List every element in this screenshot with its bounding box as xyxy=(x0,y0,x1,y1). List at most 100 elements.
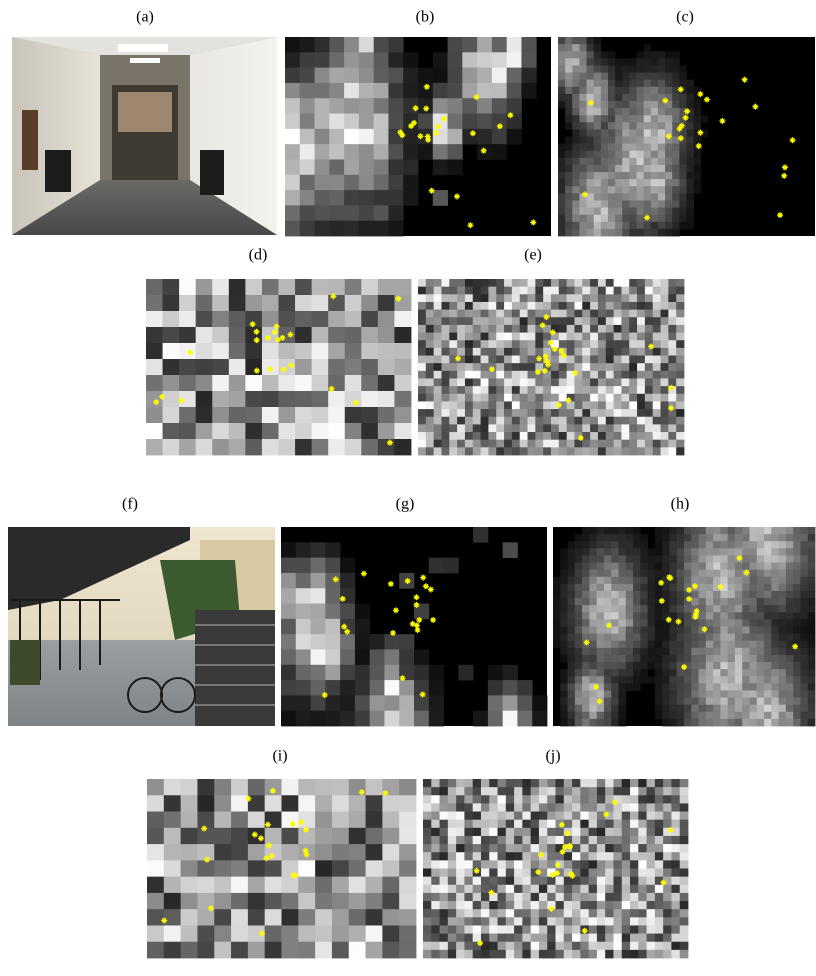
heatmap-cell xyxy=(629,317,637,325)
heatmap-cell xyxy=(604,698,612,706)
heatmap-cell xyxy=(498,844,507,853)
heatmap-cell xyxy=(589,836,598,845)
heatmap-cell xyxy=(522,950,531,959)
heatmap-cell xyxy=(565,208,573,216)
heatmap-cell xyxy=(572,129,580,137)
heatmap-cell xyxy=(329,37,344,53)
heatmap-cell xyxy=(637,151,645,159)
heatmap-cell xyxy=(196,279,213,295)
heatmap-cell xyxy=(786,690,794,698)
heatmap-cell xyxy=(720,662,728,670)
heatmap-cell xyxy=(441,294,449,302)
heatmap-cell xyxy=(481,363,489,371)
heatmap-cell xyxy=(590,432,598,440)
heatmap-cell xyxy=(626,662,634,670)
heatmap-cell xyxy=(531,787,540,796)
heatmap-cell xyxy=(590,424,598,432)
heatmap-cell xyxy=(506,942,515,951)
heatmap-cell xyxy=(679,200,687,208)
heatmap-cell xyxy=(615,108,623,116)
heatmap-cell xyxy=(298,877,315,894)
heatmap-cell xyxy=(481,828,490,837)
heatmap-cell xyxy=(473,917,482,926)
heatmap-cell xyxy=(699,548,707,556)
heatmap-cell xyxy=(655,844,664,853)
heatmap-cell xyxy=(551,417,559,425)
heatmap-cell xyxy=(676,424,684,432)
heatmap-cell xyxy=(457,287,465,295)
heatmap-cell xyxy=(539,934,548,943)
heatmap-cell xyxy=(601,179,609,187)
heatmap-cell xyxy=(633,641,641,649)
heatmap-cell xyxy=(637,144,645,152)
heatmap-cell xyxy=(582,669,590,677)
heatmap-cell xyxy=(434,333,442,341)
heatmap-cell xyxy=(382,828,399,845)
heatmap-cell xyxy=(574,325,582,333)
heatmap-cell xyxy=(653,394,661,402)
heatmap-cell xyxy=(647,795,656,804)
heatmap-cell xyxy=(644,208,652,216)
heatmap-cell xyxy=(418,394,426,402)
heatmap-cell xyxy=(651,200,659,208)
heatmap-cell xyxy=(793,719,801,727)
heatmap-cell xyxy=(771,534,779,542)
heatmap-cell xyxy=(622,942,631,951)
heatmap-cell xyxy=(677,641,685,649)
heatmap-cell xyxy=(473,779,482,788)
heatmap-cell xyxy=(489,779,498,788)
heatmap-cell xyxy=(608,51,616,59)
heatmap-cell xyxy=(481,820,490,829)
heatmap-cell xyxy=(431,869,440,878)
heatmap-cell xyxy=(464,942,473,951)
heatmap-cell xyxy=(498,779,507,788)
heatmap-cell xyxy=(434,440,442,448)
heatmap-cell xyxy=(594,137,602,145)
heatmap-cell xyxy=(651,229,659,237)
heatmap-cell xyxy=(742,527,750,535)
heatmap-cell xyxy=(575,584,583,592)
heatmap-cell xyxy=(622,122,630,130)
heatmap-cell xyxy=(614,386,622,394)
heatmap-cell xyxy=(559,310,567,318)
heatmap-cell xyxy=(638,852,647,861)
heatmap-cell xyxy=(388,221,403,237)
heatmap-cell xyxy=(456,934,465,943)
heatmap-cell xyxy=(663,942,672,951)
heatmap-cell xyxy=(655,893,664,902)
heatmap-cell xyxy=(575,690,583,698)
heatmap-cell xyxy=(668,356,676,364)
heatmap-cell xyxy=(528,401,536,409)
heatmap-cell xyxy=(735,690,743,698)
heatmap-cell xyxy=(429,665,444,681)
heatmap-cell xyxy=(559,447,567,455)
heatmap-cell xyxy=(328,295,345,311)
heatmap-cell xyxy=(637,179,645,187)
heatmap-cell xyxy=(757,683,765,691)
heatmap-cell xyxy=(556,901,565,910)
heatmap-cell xyxy=(359,114,374,130)
heatmap-cell xyxy=(764,612,772,620)
heatmap-cell xyxy=(771,683,779,691)
heatmap-cell xyxy=(706,698,714,706)
heatmap-cell xyxy=(332,877,349,894)
heatmap-cell xyxy=(626,605,634,613)
heatmap-cell xyxy=(572,803,581,812)
heatmap-cell xyxy=(564,934,573,943)
heatmap-cell xyxy=(457,294,465,302)
heatmap-cell xyxy=(559,302,567,310)
heatmap-cell xyxy=(245,279,262,295)
heatmap-cell xyxy=(558,208,566,216)
heatmap-cell xyxy=(677,669,685,677)
heatmap-cell xyxy=(728,627,736,635)
heatmap-cell xyxy=(638,934,647,943)
heatmap-cell xyxy=(655,803,664,812)
heatmap-cell xyxy=(521,37,536,53)
heatmap-cell xyxy=(344,205,359,221)
heatmap-cell xyxy=(147,812,164,829)
heatmap-cell xyxy=(553,619,561,627)
heatmap-cell xyxy=(456,787,465,796)
heatmap-cell xyxy=(680,844,689,853)
heatmap-cell xyxy=(648,676,656,684)
heatmap-cell xyxy=(676,356,684,364)
